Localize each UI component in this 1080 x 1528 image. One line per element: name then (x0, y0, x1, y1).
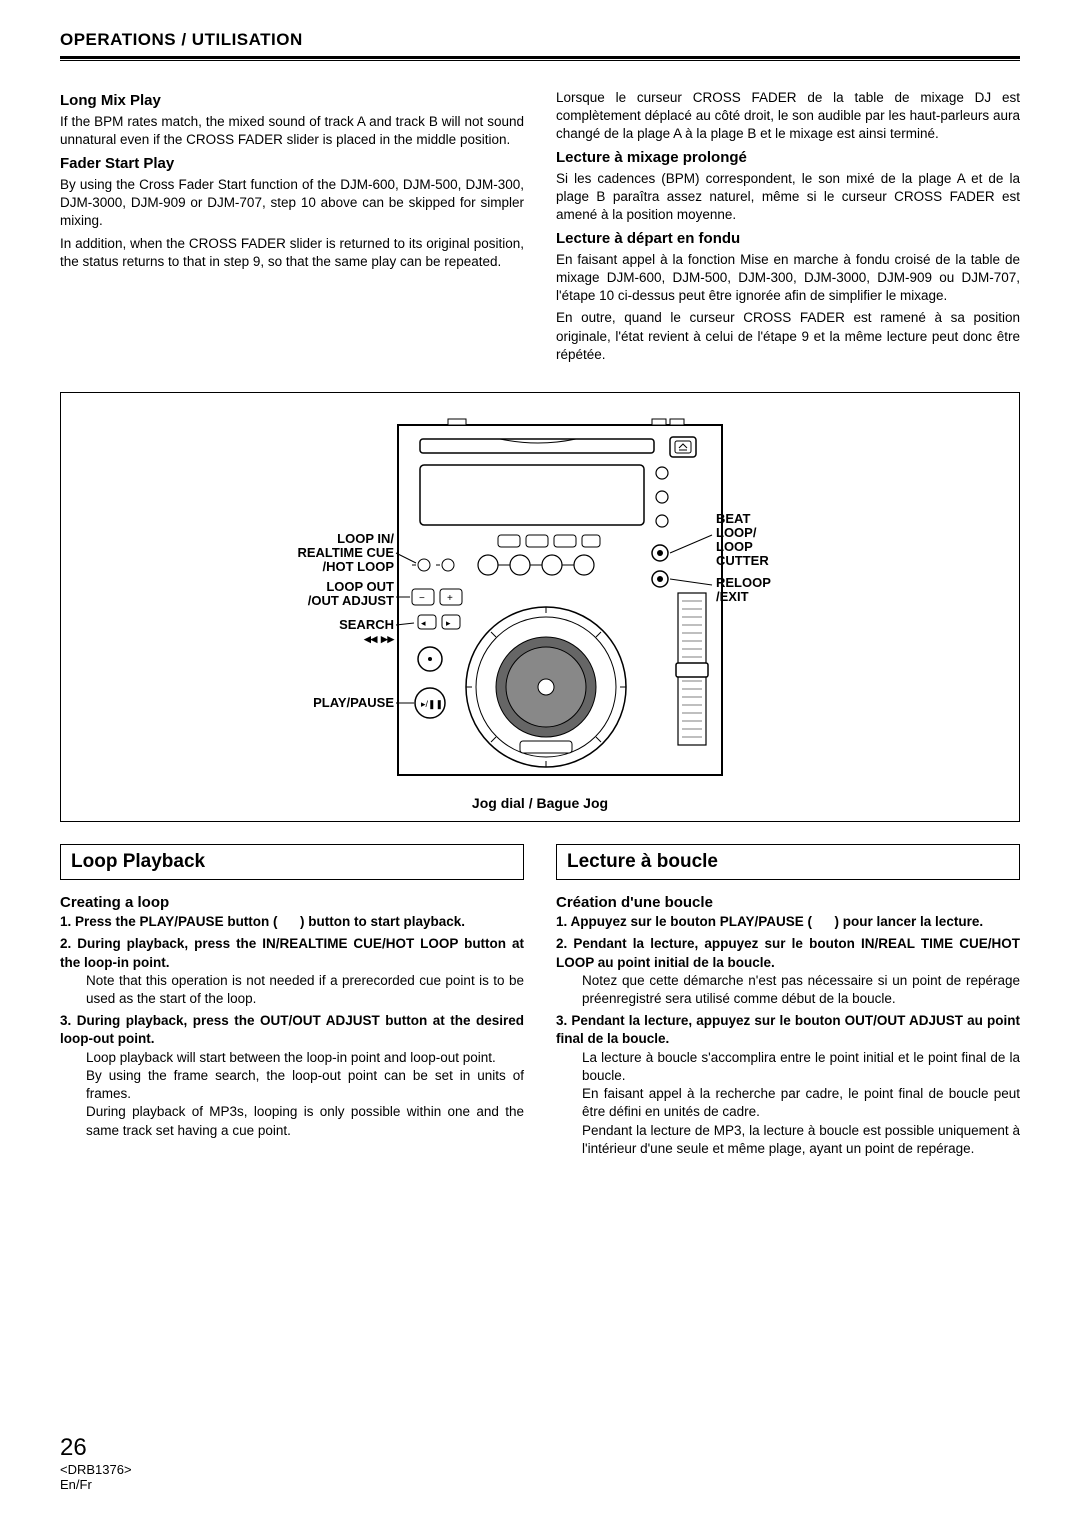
para-fondu-1: En faisant appel à la fonction Mise en m… (556, 251, 1020, 306)
page-header-title: OPERATIONS / UTILISATION (60, 30, 1020, 50)
diagram-box: − + ◂ ▸ ▸/❚❚ (60, 392, 1020, 822)
device-diagram: − + ◂ ▸ ▸/❚❚ (220, 415, 860, 785)
loop-french: Lecture à boucle Création d'une boucle 1… (556, 844, 1020, 1162)
page-number: 26 (60, 1434, 132, 1462)
label-reloop: RELOOP (716, 575, 771, 590)
svg-text:▸/❚❚: ▸/❚❚ (421, 699, 443, 710)
step-fr-3: 3. Pendant la lecture, appuyez sur le bo… (556, 1012, 1020, 1048)
title-loop-fr: Lecture à boucle (556, 844, 1020, 880)
label-hotloop: /HOT LOOP (323, 559, 395, 574)
col-french: Lorsque le curseur CROSS FADER de la tab… (556, 89, 1020, 368)
heading-depart-fondu: Lecture à départ en fondu (556, 229, 1020, 249)
step-fr-2: 2. Pendant la lecture, appuyez sur le bo… (556, 935, 1020, 971)
note-en-3a: Loop playback will start between the loo… (86, 1049, 524, 1067)
title-loop-en: Loop Playback (60, 844, 524, 880)
label-loop1: LOOP/ (716, 525, 757, 540)
note-en-3c: During playback of MP3s, looping is only… (86, 1103, 524, 1139)
note-en-2: Note that this operation is not needed i… (86, 972, 524, 1008)
para-long-mix: If the BPM rates match, the mixed sound … (60, 113, 524, 149)
heading-fader-start: Fader Start Play (60, 154, 524, 174)
note-fr-3a: La lecture à boucle s'accomplira entre l… (582, 1049, 1020, 1085)
label-playpause: PLAY/PAUSE (313, 695, 394, 710)
step-en-2: 2. During playback, press the IN/REALTIM… (60, 935, 524, 971)
label-loop2: LOOP (716, 539, 753, 554)
label-outadjust: /OUT ADJUST (308, 593, 394, 608)
label-realtime: REALTIME CUE (297, 545, 394, 560)
page-footer: 26 <DRB1376> En/Fr (60, 1434, 132, 1492)
label-search-arrows: ◂◂ ▸▸ (363, 631, 395, 646)
para-fader-1: By using the Cross Fader Start function … (60, 176, 524, 231)
note-en-3b: By using the frame search, the loop-out … (86, 1067, 524, 1103)
note-fr-2: Notez que cette démarche n'est pas néces… (582, 972, 1020, 1008)
heading-mixage-prolonge: Lecture à mixage prolongé (556, 148, 1020, 168)
sub-creation-boucle: Création d'une boucle (556, 894, 1020, 911)
loop-sections: Loop Playback Creating a loop 1. Press t… (60, 844, 1020, 1162)
note-fr-3c: Pendant la lecture de MP3, la lecture à … (582, 1122, 1020, 1158)
svg-text:+: + (447, 593, 453, 604)
header-rule (60, 56, 1020, 61)
step-en-3: 3. During playback, press the OUT/OUT AD… (60, 1012, 524, 1048)
svg-text:◂: ◂ (421, 618, 426, 628)
col-english: Long Mix Play If the BPM rates match, th… (60, 89, 524, 368)
step-fr-1: 1. Appuyez sur le bouton PLAY/PAUSE ( ) … (556, 913, 1020, 931)
svg-text:▸: ▸ (446, 618, 451, 628)
sub-creating-loop: Creating a loop (60, 894, 524, 911)
para-fr-intro: Lorsque le curseur CROSS FADER de la tab… (556, 89, 1020, 144)
label-loopout: LOOP OUT (326, 579, 394, 594)
para-fader-2: In addition, when the CROSS FADER slider… (60, 235, 524, 271)
label-cutter: CUTTER (716, 553, 769, 568)
top-columns: Long Mix Play If the BPM rates match, th… (60, 89, 1020, 368)
heading-long-mix: Long Mix Play (60, 91, 524, 111)
lang-code: En/Fr (60, 1477, 132, 1492)
label-loopin: LOOP IN/ (337, 531, 394, 546)
diagram-caption: Jog dial / Bague Jog (61, 795, 1019, 811)
para-fondu-2: En outre, quand le curseur CROSS FADER e… (556, 309, 1020, 364)
svg-text:−: − (419, 593, 425, 604)
label-beat: BEAT (716, 511, 750, 526)
para-mixage: Si les cadences (BPM) correspondent, le … (556, 170, 1020, 225)
doc-code: <DRB1376> (60, 1462, 132, 1477)
label-search: SEARCH (339, 617, 394, 632)
loop-english: Loop Playback Creating a loop 1. Press t… (60, 844, 524, 1162)
note-fr-3b: En faisant appel à la recherche par cadr… (582, 1085, 1020, 1121)
label-exit: /EXIT (716, 589, 749, 604)
step-en-1: 1. Press the PLAY/PAUSE button ( ) butto… (60, 913, 524, 931)
